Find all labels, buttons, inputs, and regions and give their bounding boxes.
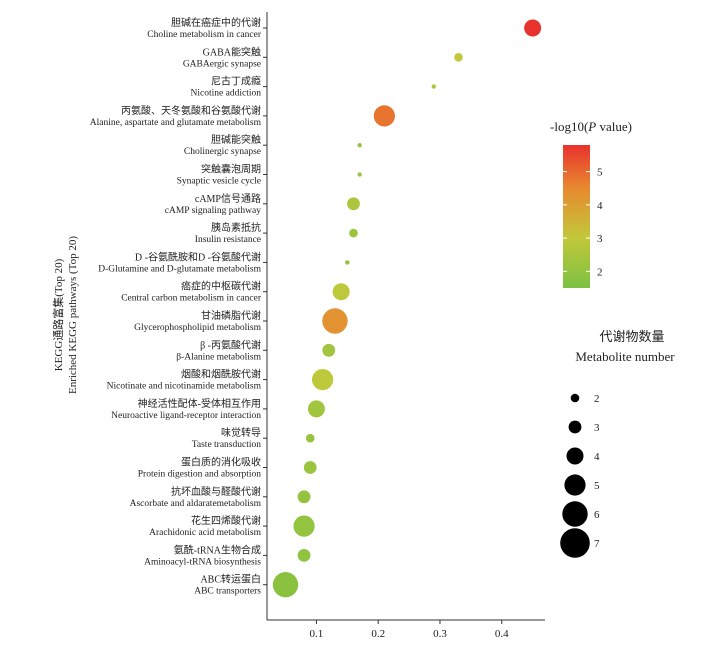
category-label-zh: ABC转运蛋白 [200,573,261,586]
size-legend-dot [560,528,590,558]
category-label-en: ABC transporters [194,587,261,597]
category-label-zh: β -丙氨酸代谢 [200,338,261,351]
category-label-zh: 胆碱能突触 [211,133,261,146]
category-label-en: Ascorbate and aldaratemetabolism [130,499,262,509]
category-label-en: Taste transduction [192,440,261,450]
category-label-en: D-Glutamine and D-glutamate metabolism [98,264,261,274]
category-label-zh: 胰岛素抵抗 [211,221,261,234]
bubble-point [293,515,315,537]
category-label-en: Synaptic vesicle cycle [177,177,261,187]
size-legend-title-zh: 代谢物数量 [599,329,664,344]
size-legend-dot [566,447,584,465]
category-label-zh: D -谷氨酰胺和D -谷氨酸代谢 [135,250,261,263]
x-tick-label: 0.3 [433,628,447,640]
category-label-zh: 胆碱在癌症中的代谢 [171,16,261,29]
category-label-en: GABAergic synapse [183,59,261,69]
bubble-point [454,53,463,62]
bubble-point [297,490,311,504]
category-label-zh: 丙氨酸、天冬氨酸和谷氨酸代谢 [121,104,261,117]
colorbar-tick-label: 2 [597,266,603,278]
size-legend-label: 4 [594,451,600,463]
category-label-en: Arachidonic acid metabolism [149,528,261,538]
bubble-point [297,549,311,562]
category-label-zh: 尼古丁成瘾 [211,75,261,88]
category-label-en: Central carbon metabolism in cancer [121,294,262,304]
category-label-en: Neuroactive ligand-receptor interaction [111,411,261,421]
colorbar-tick-label: 4 [597,200,603,212]
bubble-point [349,228,358,238]
bubble-point [303,461,317,474]
category-label-zh: 突触囊泡周期 [201,163,261,176]
category-label-en: Cholinergic synapse [184,147,261,157]
x-tick-label: 0.2 [371,628,385,640]
bubble-point [305,433,315,443]
size-legend: 代谢物数量 Metabolite number 2 3 4 5 6 7 [560,329,675,558]
y-axis-title-zh: KEGG通路富集(Top 20) [51,258,65,371]
category-label-zh: 味觉转导 [221,426,261,439]
bubble-point [272,572,299,598]
size-legend-label: 3 [594,422,600,434]
category-label-en: Aminoacyl-tRNA biosynthesis [144,557,261,567]
bubble-point [322,308,348,334]
bubble-point [524,19,542,37]
bubble-point [312,369,334,391]
size-legend-dot [562,501,588,527]
category-label-zh: 神经活性配体-受体相互作用 [138,397,261,410]
category-label-zh: 抗坏血酸与醛酸代谢 [171,485,261,498]
bubble-point [322,343,336,357]
bubble-point [347,197,360,211]
bubble-point [332,283,350,301]
size-legend-title-en: Metabolite number [575,349,675,364]
x-tick-label: 0.4 [495,628,509,640]
category-label-en: Glycerophospholipid metabolism [134,323,262,333]
plot-area [266,12,545,621]
category-label-en: Protein digestion and absorption [138,470,261,480]
color-legend-title: -log10(P value) [550,119,632,134]
colorbar-tick-label: 3 [597,233,603,245]
size-legend-dot [564,474,586,496]
x-axis: 0.1 0.2 0.3 0.4 [310,620,509,640]
color-legend: -log10(P value) 2 3 4 5 [550,119,632,288]
category-label-zh: 氨酰-tRNA生物合成 [174,543,261,556]
size-legend-label: 5 [594,480,600,492]
category-label-en: Nicotine addiction [191,89,262,99]
category-label-zh: 甘油磷脂代谢 [201,309,261,322]
bubble-point [431,84,436,89]
size-legend-label: 7 [594,538,600,550]
size-legend-dot [568,420,582,434]
category-label-zh: 花生四烯酸代谢 [191,514,261,527]
colorbar-tick-label: 5 [597,167,603,179]
category-label-en: Choline metabolism in cancer [147,30,262,40]
category-label-en: Insulin resistance [195,235,261,245]
category-label-zh: GABA能突触 [203,45,261,58]
x-tick-label: 0.1 [310,628,324,640]
bubble-point [307,400,325,418]
size-legend-label: 2 [594,393,600,405]
category-label-zh: 烟酸和烟酰胺代谢 [181,368,261,381]
bubble-point [373,105,395,127]
size-legend-label: 6 [594,509,600,521]
size-legend-dot [570,393,580,403]
category-label-zh: 癌症的中枢碳代谢 [181,280,261,293]
category-label-en: β-Alanine metabolism [176,352,261,362]
bubble-point [357,172,362,177]
bubble-point [345,260,350,265]
category-label-zh: cAMP信号通路 [195,192,261,205]
bubble-point [357,143,362,148]
colorbar [563,145,590,288]
category-label-zh: 蛋白质的消化吸收 [181,456,261,469]
category-label-en: Nicotinate and nicotinamide metabolism [107,382,262,392]
category-label-en: Alanine, aspartate and glutamate metabol… [90,118,262,128]
y-axis-title-en: Enriched KEGG pathways (Top 20) [67,236,79,394]
category-label-en: cAMP signaling pathway [165,206,261,216]
